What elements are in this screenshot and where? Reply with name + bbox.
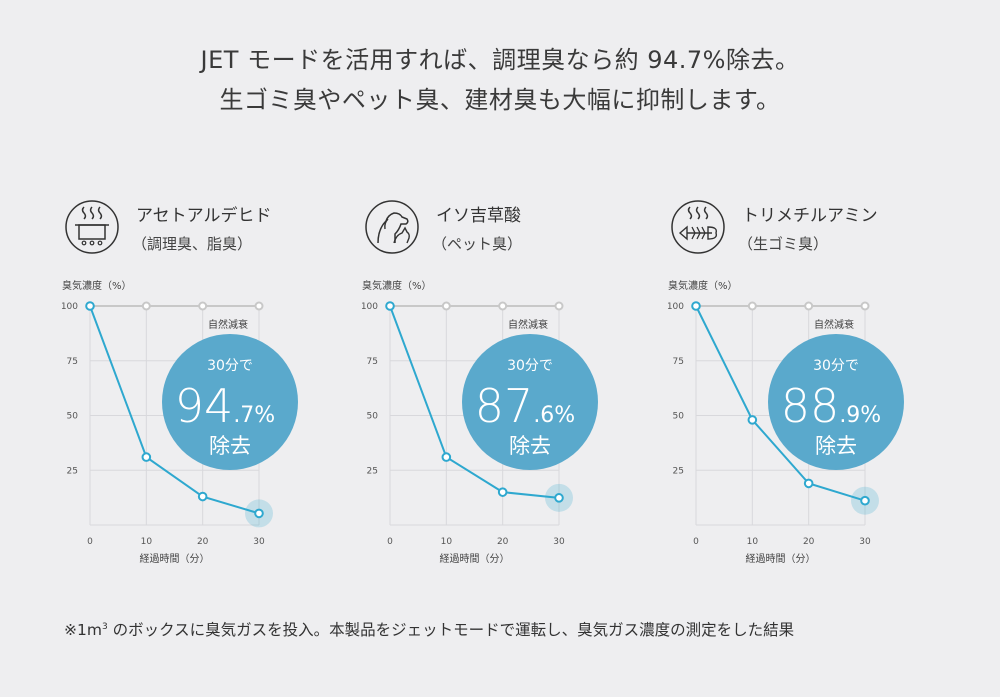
jet-mode-point: [85, 301, 95, 311]
natural-decay-point: [441, 301, 451, 311]
odor-panel-isovaleric-acid: イソ吉草酸 （ペット臭） 臭気濃度（%） 100 75 50 25 0 10 20 30 経過時間…: [362, 195, 652, 585]
footnote-superscript: 3: [101, 621, 108, 632]
x-axis-label: 経過時間（分）: [746, 552, 816, 565]
bubble-bottom-text: 除去: [815, 434, 857, 458]
natural-decay-point: [554, 301, 564, 311]
fish-bone-icon: [671, 200, 725, 254]
chemical-name: イソ吉草酸: [436, 206, 521, 226]
jet-mode-line: [389, 305, 560, 499]
headline-line-1: JET モードを活用すれば、調理臭なら約 94.7%除去。: [200, 46, 800, 74]
jet-mode-point: [747, 415, 758, 425]
jet-mode-line: [695, 305, 866, 502]
bubble-top-text: 30分で: [507, 358, 553, 374]
jet-mode-point: [197, 491, 208, 502]
x-tick-label: 30: [553, 537, 565, 547]
natural-decay-label: 自然減衰: [508, 318, 548, 331]
x-tick-label: 10: [747, 537, 759, 547]
x-tick-label: 0: [387, 537, 393, 547]
y-tick-label: 75: [367, 357, 378, 367]
footnote-prefix: ※1m: [64, 621, 102, 639]
removal-rate-value: 94.7%: [175, 379, 275, 433]
jet-mode-point: [860, 495, 870, 506]
y-tick-label: 50: [367, 412, 379, 422]
bubble-top-text: 30分で: [813, 358, 859, 374]
dog-cat-icon: [365, 200, 419, 254]
natural-decay-label: 自然減衰: [208, 318, 248, 331]
y-tick-label: 50: [67, 412, 79, 422]
natural-decay-point: [254, 301, 264, 311]
odor-type-label: （調理臭、脂臭）: [132, 235, 253, 253]
bubble-circle: [462, 334, 598, 470]
natural-decay-point: [804, 301, 814, 311]
odor-chart-acetaldehyde: 臭気濃度（%） 100 75 50 25 0 10 20 30 経過時間（分） 自然減衰 30分で 94…: [62, 279, 298, 565]
cooking-pot-icon: [65, 200, 119, 254]
natural-decay-point: [141, 301, 151, 311]
y-tick-label: 25: [673, 466, 684, 476]
y-axis-label: 臭気濃度（%）: [668, 279, 738, 292]
x-tick-label: 20: [803, 537, 815, 547]
jet-mode-point: [803, 478, 814, 489]
x-tick-label: 30: [859, 537, 871, 547]
x-axis-label: 経過時間（分）: [140, 552, 210, 565]
chemical-name: トリメチルアミン: [742, 206, 878, 226]
removal-rate-bubble: 30分で 87.6%除去: [462, 334, 598, 470]
x-axis-label: 経過時間（分）: [440, 552, 510, 565]
y-tick-label: 25: [367, 466, 378, 476]
footnote-text: のボックスに臭気ガスを投入。本製品をジェットモードで運転し、臭気ガス濃度の測定を…: [107, 621, 795, 639]
odor-type-label: （生ゴミ臭）: [738, 235, 829, 253]
chemical-name: アセトアルデヒド: [136, 206, 272, 226]
jet-mode-line: [89, 305, 260, 515]
y-tick-label: 50: [673, 412, 685, 422]
odor-panel-acetaldehyde: アセトアルデヒド （調理臭、脂臭） 臭気濃度（%） 100 75 50 25 0 10 20 3…: [62, 195, 352, 585]
odor-chart-trimethylamine: 臭気濃度（%） 100 75 50 25 0 10 20 30 経過時間（分） 自然減衰 30分で 88…: [668, 279, 904, 565]
y-tick-label: 100: [62, 302, 78, 312]
x-tick-label: 30: [253, 537, 265, 547]
natural-decay-point: [747, 301, 757, 311]
x-tick-label: 10: [441, 537, 453, 547]
bubble-circle: [768, 334, 904, 470]
removal-rate-bubble: 30分で 88.9%除去: [768, 334, 904, 470]
jet-mode-point: [254, 508, 264, 519]
jet-mode-point: [385, 301, 395, 311]
removal-rate-bubble: 30分で 94.7%除去: [162, 334, 298, 470]
removal-rate-value: 87.6%: [475, 379, 575, 433]
natural-decay-point: [860, 301, 870, 311]
natural-decay-point: [498, 301, 508, 311]
bubble-top-text: 30分で: [207, 358, 253, 374]
x-tick-label: 20: [197, 537, 209, 547]
y-tick-label: 25: [67, 466, 78, 476]
y-tick-label: 100: [362, 302, 378, 312]
y-axis-label: 臭気濃度（%）: [362, 279, 432, 292]
bubble-bottom-text: 除去: [209, 434, 251, 458]
jet-mode-point: [497, 487, 508, 497]
headline: JET モードを活用すれば、調理臭なら約 94.7%除去。 生ゴミ臭やペット臭、…: [0, 40, 1000, 120]
natural-decay-point: [198, 301, 208, 311]
x-tick-label: 20: [497, 537, 509, 547]
x-tick-label: 0: [693, 537, 699, 547]
bubble-bottom-text: 除去: [509, 434, 551, 458]
y-axis-label: 臭気濃度（%）: [62, 279, 132, 292]
y-tick-label: 100: [668, 302, 684, 312]
odor-type-label: （ペット臭）: [432, 235, 523, 253]
jet-mode-point: [554, 493, 564, 503]
odor-chart-isovaleric-acid: 臭気濃度（%） 100 75 50 25 0 10 20 30 経過時間（分） 自然減衰 30分で 87…: [362, 279, 598, 565]
footnote: ※1m3 のボックスに臭気ガスを投入。本製品をジェットモードで運転し、臭気ガス濃…: [64, 618, 794, 640]
bubble-circle: [162, 334, 298, 470]
y-tick-label: 75: [673, 357, 684, 367]
x-tick-label: 0: [87, 537, 93, 547]
jet-mode-point: [141, 452, 152, 462]
headline-line-2: 生ゴミ臭やペット臭、建材臭も大幅に抑制します。: [219, 86, 781, 114]
natural-decay-label: 自然減衰: [814, 318, 854, 331]
removal-rate-value: 88.9%: [781, 379, 881, 433]
odor-panel-trimethylamine: トリメチルアミン （生ゴミ臭） 臭気濃度（%） 100 75 50 25 0 10 20 30 経…: [668, 195, 958, 585]
jet-mode-point: [691, 301, 701, 311]
x-tick-label: 10: [141, 537, 153, 547]
jet-mode-point: [441, 452, 452, 462]
y-tick-label: 75: [67, 357, 78, 367]
